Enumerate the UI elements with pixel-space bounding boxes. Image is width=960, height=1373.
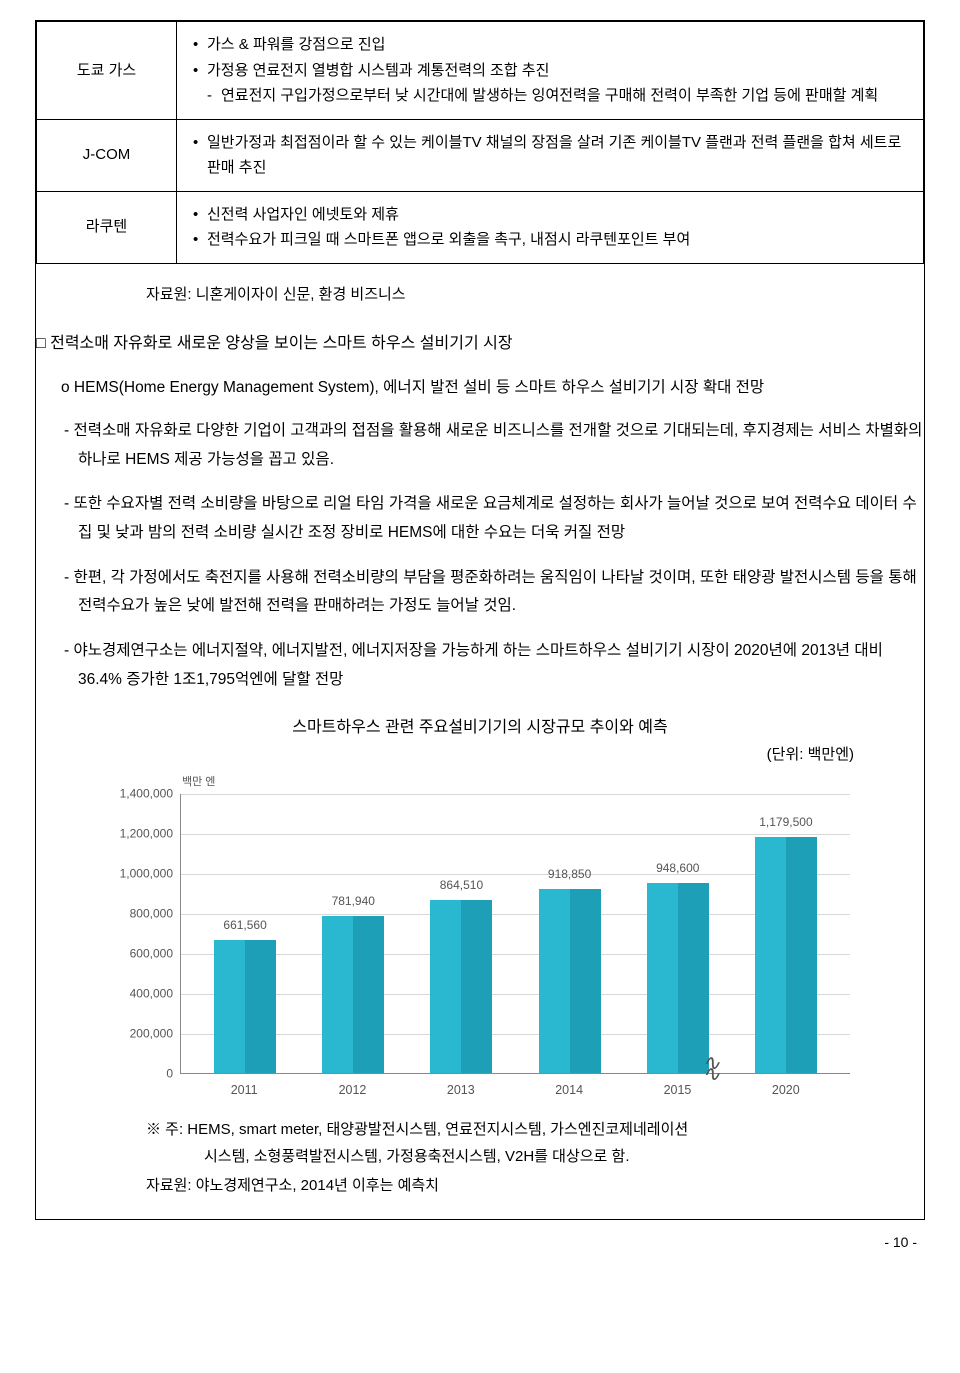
y-tick-label: 1,400,000 [120,783,181,804]
dash-paragraph: - 한편, 각 가정에서도 축전지를 사용해 전력소비량의 부담을 평준화하려는… [36,564,924,621]
table-row-label: J-COM [37,119,177,191]
bar-rect [430,900,492,1073]
table-bullet: 신전력 사업자인 에넷토와 제휴 [191,202,909,228]
bar-rect [322,916,384,1072]
table-bullet: 연료전지 구입가정으로부터 낮 시간대에 발생하는 잉여전력을 구매해 전력이 … [191,83,909,109]
bar-column: 1,179,500∿∿ [732,812,840,1073]
bar-rect [647,883,709,1073]
x-tick-label: 2013 [407,1080,515,1102]
y-tick-label: 800,000 [130,903,181,924]
y-axis-unit: 백만 엔 [182,773,850,792]
company-table: 도쿄 가스가스 & 파워를 강점으로 진입가정용 연료전지 열병합 시스템과 계… [36,21,924,264]
page-number: - 10 - [35,1220,925,1255]
x-tick-label: 2012 [298,1080,406,1102]
sub-heading-o: o HEMS(Home Energy Management System), 에… [46,374,924,401]
table-source: 자료원: 니혼게이자이 신문, 환경 비즈니스 [36,282,924,308]
bar-column: 948,600 [624,858,732,1073]
x-tick-label: 2014 [515,1080,623,1102]
x-tick-label: 2011 [190,1080,298,1102]
note-source: 자료원: 야노경제연구소, 2014년 이후는 예측치 [146,1172,884,1199]
table-row-content: 가스 & 파워를 강점으로 진입가정용 연료전지 열병합 시스템과 계통전력의 … [177,22,924,120]
chart-title: 스마트하우스 관련 주요설비기기의 시장규모 추이와 예측 [36,714,924,742]
note-line-2: 시스템, 소형풍력발전시스템, 가정용축전시스템, V2H를 대상으로 함. [146,1143,884,1170]
x-tick-label: 2020 [732,1080,840,1102]
bar-value-label: 781,940 [332,891,375,912]
y-tick-label: 400,000 [130,983,181,1004]
table-bullet: 일반가정과 최접점이라 할 수 있는 케이블TV 채널의 장점을 살려 기존 케… [191,130,909,181]
page-border: 도쿄 가스가스 & 파워를 강점으로 진입가정용 연료전지 열병합 시스템과 계… [35,20,925,1220]
bar-rect [755,837,817,1073]
bar-column: 918,850 [516,864,624,1073]
section-heading: □ 전력소매 자유화로 새로운 양상을 보이는 스마트 하우스 설비기기 시장 [36,330,924,358]
chart-footnote: ※ 주: HEMS, smart meter, 태양광발전시스템, 연료전지시스… [36,1116,924,1199]
bar-column: 864,510 [407,875,515,1073]
y-tick-label: 1,000,000 [120,863,181,884]
dash-paragraph: - 또한 수요자별 전력 소비량을 바탕으로 리얼 타임 가격을 새로운 요금체… [36,490,924,547]
table-row-label: 도쿄 가스 [37,22,177,120]
bar-rect [539,889,601,1073]
chart-unit: (단위: 백만엔) [36,742,924,768]
bar-column: 661,560 [191,915,299,1072]
bar-value-label: 864,510 [440,875,483,896]
bar-chart: 백만 엔 0 200,000 400,000 600,000 800,000 1,000,… [110,773,850,1102]
bar-value-label: 661,560 [223,915,266,936]
bar-value-label: 948,600 [656,858,699,879]
table-row-content: 일반가정과 최접점이라 할 수 있는 케이블TV 채널의 장점을 살려 기존 케… [177,119,924,191]
note-line-1: ※ 주: HEMS, smart meter, 태양광발전시스템, 연료전지시스… [146,1116,884,1143]
y-tick-label: 600,000 [130,943,181,964]
table-bullet: 가스 & 파워를 강점으로 진입 [191,32,909,58]
bar-value-label: 1,179,500 [759,812,812,833]
y-tick-label: 0 [166,1063,181,1084]
table-bullet: 전력수요가 피크일 때 스마트폰 앱으로 외출을 촉구, 내점시 라쿠텐포인트 … [191,227,909,253]
dash-paragraph: - 야노경제연구소는 에너지절약, 에너지발전, 에너지저장을 가능하게 하는 … [36,637,924,694]
bar-value-label: 918,850 [548,864,591,885]
bar-rect [214,940,276,1072]
table-bullet: 가정용 연료전지 열병합 시스템과 계통전력의 조합 추진 [191,58,909,84]
table-row-label: 라쿠텐 [37,191,177,263]
bar-column: 781,940 [299,891,407,1072]
axis-break-icon: ∿∿ [702,1057,720,1079]
y-tick-label: 200,000 [130,1023,181,1044]
dash-paragraph: - 전력소매 자유화로 다양한 기업이 고객과의 접점을 활용해 새로운 비즈니… [36,417,924,474]
table-row-content: 신전력 사업자인 에넷토와 제휴전력수요가 피크일 때 스마트폰 앱으로 외출을… [177,191,924,263]
y-tick-label: 1,200,000 [120,823,181,844]
